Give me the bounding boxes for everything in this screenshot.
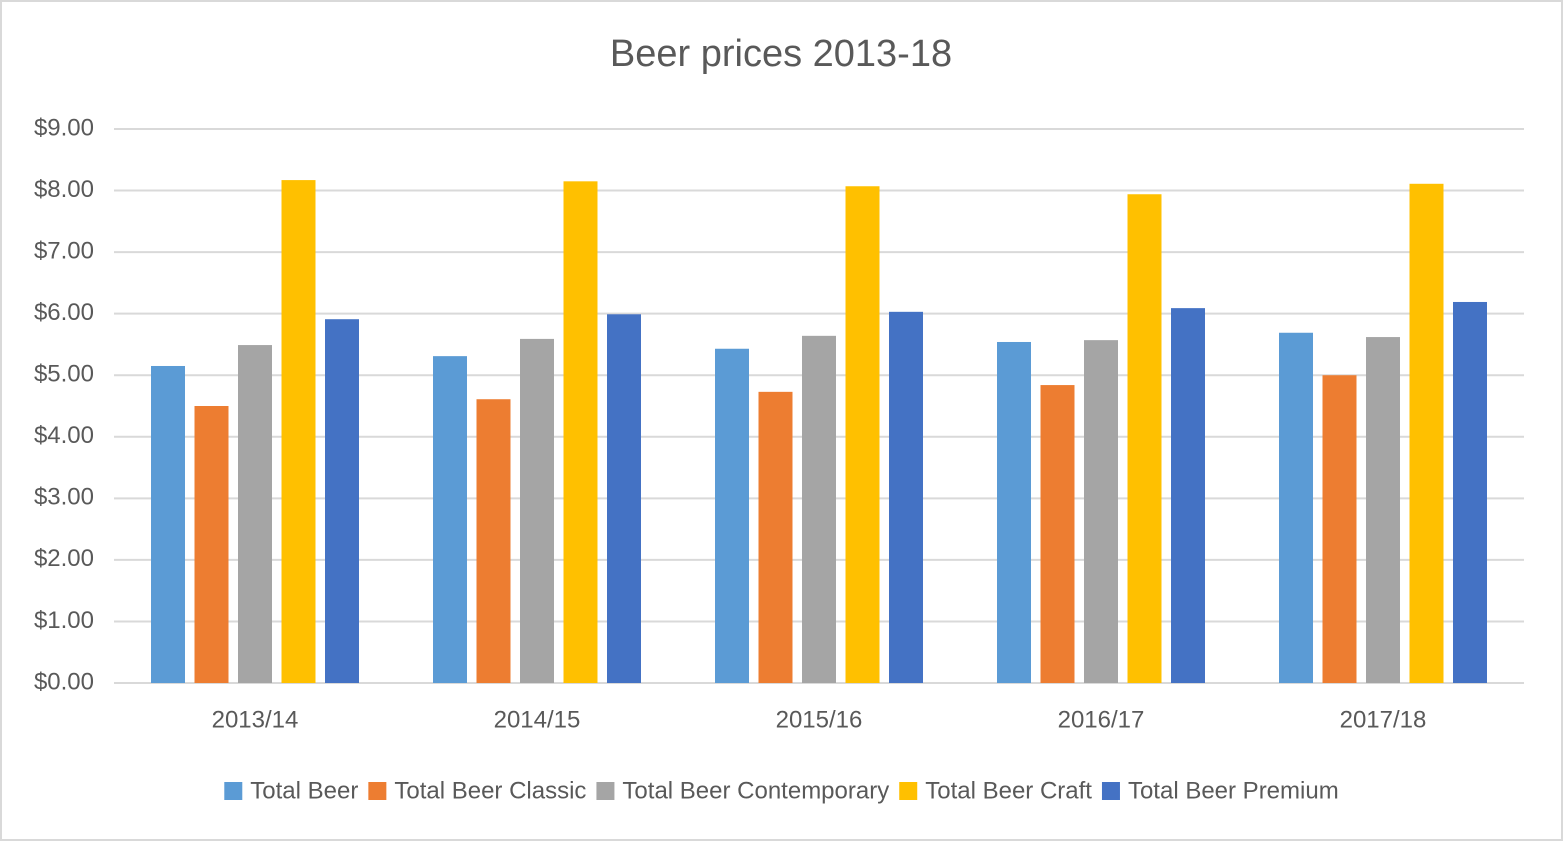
bar: [997, 341, 1031, 683]
bar: [1127, 194, 1162, 683]
bar: [238, 345, 272, 683]
x-tick-label: 2015/16: [776, 706, 863, 733]
chart-title: Beer prices 2013-18: [610, 33, 952, 75]
bar: [433, 356, 467, 683]
bar: [845, 186, 880, 683]
bar: [607, 314, 641, 683]
bar: [520, 338, 554, 683]
bar: [1040, 385, 1075, 683]
legend-label: Total Beer: [250, 777, 358, 804]
bar: [1366, 337, 1400, 683]
bar: [1322, 375, 1357, 683]
x-tick-label: 2014/15: [494, 706, 581, 733]
y-tick-label: $9.00: [34, 114, 94, 141]
bar: [194, 406, 229, 683]
x-tick-label: 2016/17: [1058, 706, 1145, 733]
x-tick-label: 2013/14: [212, 706, 299, 733]
x-tick-label: 2017/18: [1340, 706, 1427, 733]
legend-swatch: [368, 782, 387, 800]
legend-label: Total Beer Contemporary: [622, 777, 889, 804]
legend-label: Total Beer Classic: [394, 777, 586, 804]
y-tick-label: $4.00: [34, 422, 94, 449]
bar: [715, 348, 749, 683]
legend-swatch: [224, 782, 243, 800]
y-tick-label: $6.00: [34, 299, 94, 326]
bar: [151, 365, 185, 683]
bar: [563, 181, 598, 684]
bar: [1453, 301, 1487, 683]
bar: [802, 335, 836, 683]
bar: [758, 391, 793, 683]
y-tick-label: $2.00: [34, 545, 94, 572]
legend-swatch: [596, 782, 615, 800]
y-tick-label: $8.00: [34, 176, 94, 203]
bar: [1279, 332, 1313, 683]
y-tick-label: $0.00: [34, 668, 94, 695]
bar: [325, 319, 359, 683]
y-tick-label: $1.00: [34, 607, 94, 634]
bar: [1084, 340, 1118, 683]
bar: [889, 311, 923, 683]
y-tick-label: $3.00: [34, 484, 94, 511]
legend-label: Total Beer Premium: [1128, 777, 1339, 804]
y-tick-label: $7.00: [34, 237, 94, 264]
legend-swatch: [899, 782, 918, 800]
y-tick-label: $5.00: [34, 361, 94, 388]
bar: [1171, 308, 1205, 683]
bar: [476, 399, 511, 683]
bar: [1409, 183, 1444, 684]
legend-swatch: [1101, 782, 1120, 800]
bar: [281, 180, 316, 683]
legend-label: Total Beer Craft: [925, 777, 1092, 804]
